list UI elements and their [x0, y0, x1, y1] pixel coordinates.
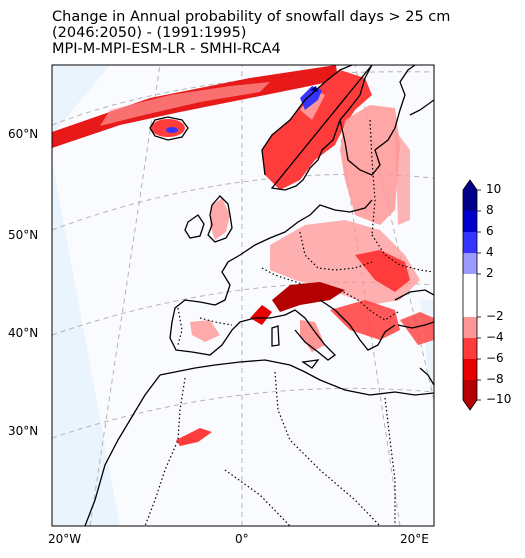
map-area	[52, 65, 434, 526]
iberia-decrease	[190, 320, 220, 342]
title-line-3: MPI-M-MPI-ESM-LR - SMHI-RCA4	[52, 41, 281, 57]
scandinavia-snow-decrease	[262, 70, 372, 190]
colorbar-label-2: 2	[486, 266, 494, 280]
iceland-snow-increase	[166, 127, 178, 133]
scandinavia-snow-increase	[300, 86, 322, 110]
italy-coast	[284, 309, 337, 361]
border-spain-france	[199, 317, 233, 326]
colorbar-label-minus6: −6	[486, 351, 504, 365]
great-britain-coast	[207, 195, 233, 243]
colorbar-bin-neutral	[463, 274, 477, 317]
border-spain-portugal	[177, 307, 183, 346]
atlas-decrease	[176, 428, 212, 446]
iceland-coast	[149, 116, 189, 141]
morocco-atlantic-coast	[84, 374, 161, 526]
lon-gridline-20w	[89, 65, 161, 526]
italy-decrease	[300, 320, 325, 352]
title-line-2: (2046:2050) - (1991:1995)	[52, 25, 247, 41]
colorbar-label-minus8: −8	[486, 372, 504, 386]
north-sea-baltic-coast	[239, 199, 373, 256]
colorbar-bin-8-6	[463, 211, 477, 232]
levant-coast	[419, 367, 434, 386]
colorbar-bin-minus6-minus8	[463, 359, 477, 380]
balkans-decrease	[330, 300, 400, 340]
negative-change-northern-band	[52, 65, 338, 148]
colorbar-bin-minus8-minus10	[463, 380, 477, 400]
sicily-coast	[301, 359, 320, 369]
france-atlantic-coast	[214, 254, 241, 306]
massif-central-decrease	[250, 305, 272, 325]
domain-edge-nw	[52, 65, 110, 135]
colorbar-ticks	[477, 189, 481, 401]
colorbar	[462, 179, 481, 411]
lon-label-20e: 20°E	[400, 532, 429, 546]
lon-gridline-30e	[354, 65, 434, 401]
colorbar-label-8: 8	[486, 203, 494, 217]
colorbar-label-10: 10	[486, 182, 502, 196]
title-line-1: Change in Annual probability of snowfall…	[52, 9, 451, 25]
lat-gridline-60	[52, 71, 434, 126]
country-borders	[144, 119, 434, 526]
domain-edge-sw	[52, 160, 120, 526]
north-africa-coast	[159, 359, 434, 396]
colorbar-label-minus2: −2	[486, 309, 504, 323]
map-frame	[51, 64, 435, 527]
lat-gridline-30	[52, 387, 434, 439]
balkan-coast	[319, 299, 396, 351]
sardinia-coast	[271, 325, 280, 347]
colorbar-extend-max	[463, 180, 477, 190]
white-sea-coast	[409, 99, 434, 116]
colorbar-label-6: 6	[486, 224, 494, 238]
ireland-coast	[184, 214, 205, 239]
colorbar-bin-10-8	[463, 190, 477, 211]
colorbar-label-minus4: −4	[486, 330, 504, 344]
russia-decrease-east	[395, 130, 410, 225]
border-russia-finland	[369, 119, 376, 236]
colorbar-extend-min	[463, 400, 477, 410]
colorbar-bin-6-4	[463, 232, 477, 253]
colorbar-label-4: 4	[486, 245, 494, 259]
scandinavia-coast	[261, 65, 373, 191]
carpathians-decrease	[355, 250, 410, 292]
finland-coast	[339, 65, 416, 176]
alps-strong-decrease	[272, 282, 345, 312]
border-libya-egypt	[384, 397, 396, 526]
colorbar-bin-minus4-minus6	[463, 338, 477, 359]
colorbar-label-minus10: −10	[486, 392, 512, 406]
lat-label-30n: 30°N	[8, 424, 39, 438]
lon-label-0: 0°	[235, 532, 249, 546]
moderate-change-northern-band	[100, 82, 270, 126]
lat-label-40n: 40°N	[8, 326, 39, 340]
anatolia-decrease	[400, 312, 434, 345]
border-algeria-libya	[274, 371, 381, 526]
lat-label-60n: 60°N	[8, 127, 39, 141]
coastlines	[84, 65, 434, 526]
colorbar-bin-4-2	[463, 253, 477, 274]
iberia-coast	[169, 299, 286, 356]
britain-snow-decrease	[210, 198, 230, 240]
colorbar-bin-minus2-minus4	[463, 317, 477, 338]
lat-label-50n: 50°N	[8, 228, 39, 242]
black-sea-coast	[394, 289, 434, 329]
lon-label-20w: 20°W	[48, 532, 82, 546]
finland-russia-decrease	[340, 105, 400, 225]
